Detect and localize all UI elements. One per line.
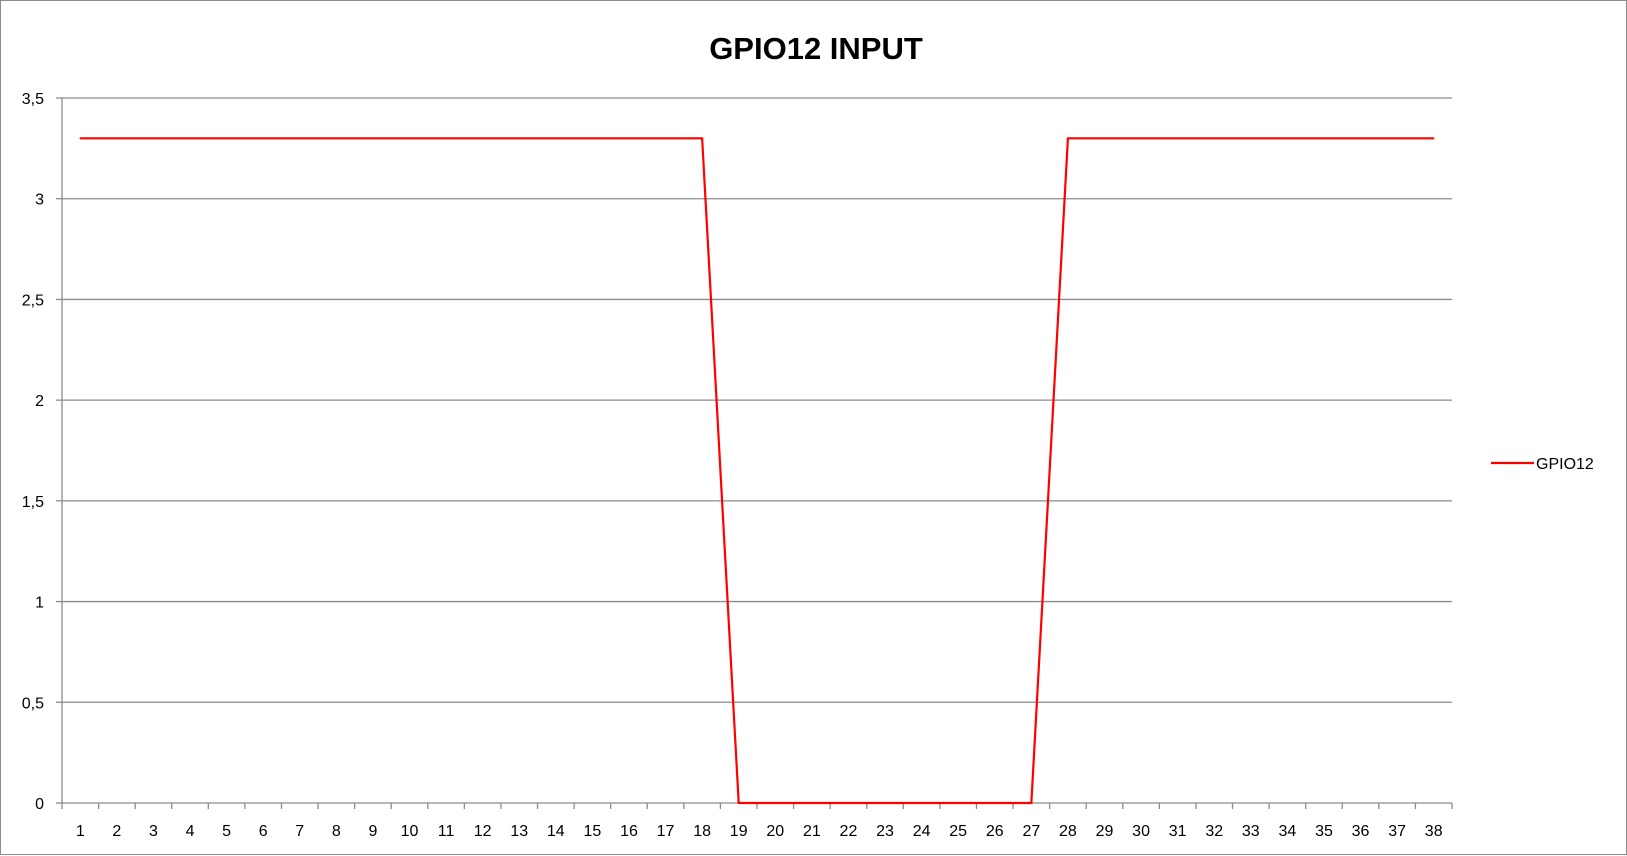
chart-title: GPIO12 INPUT (709, 31, 923, 66)
y-tick-label-0: 0 (35, 796, 44, 813)
x-tick-label-1: 1 (76, 823, 85, 840)
data-point-16 (628, 137, 630, 140)
y-tick-label-5: 2,5 (22, 292, 44, 309)
x-tick-label-30: 30 (1132, 823, 1150, 840)
x-tick-label-5: 5 (222, 823, 231, 840)
data-point-13 (518, 137, 521, 140)
x-tick-label-6: 6 (259, 823, 268, 840)
x-tick-label-14: 14 (547, 823, 565, 840)
data-point-23 (884, 802, 886, 804)
x-tick-label-18: 18 (693, 823, 711, 840)
x-tick-label-3: 3 (149, 823, 158, 840)
x-tick-label-15: 15 (583, 823, 601, 840)
legend-label-gpio12: GPIO12 (1536, 456, 1594, 473)
data-point-35 (1323, 137, 1325, 140)
x-tick-label-22: 22 (840, 823, 858, 840)
x-tick-label-28: 28 (1059, 823, 1077, 840)
x-tick-label-2: 2 (112, 823, 121, 840)
x-tick-label-33: 33 (1242, 823, 1260, 840)
data-point-24 (920, 802, 923, 804)
x-tick-label-26: 26 (986, 823, 1004, 840)
data-point-5 (225, 137, 228, 140)
data-point-10 (408, 137, 411, 140)
y-tick-label-4: 2 (35, 393, 44, 410)
data-point-11 (445, 137, 447, 140)
x-tick-label-36: 36 (1352, 823, 1370, 840)
x-tick-label-24: 24 (913, 823, 931, 840)
data-point-6 (262, 137, 264, 140)
data-point-9 (372, 137, 374, 140)
x-tick-label-35: 35 (1315, 823, 1333, 840)
data-point-8 (335, 137, 338, 140)
data-point-26 (993, 802, 996, 804)
x-tick-label-20: 20 (766, 823, 784, 840)
data-point-38 (1432, 137, 1435, 140)
data-point-31 (1176, 137, 1179, 140)
data-point-15 (591, 137, 594, 140)
x-tick-label-12: 12 (474, 823, 492, 840)
x-tick-label-11: 11 (438, 823, 455, 840)
data-point-12 (481, 137, 484, 140)
x-tick-label-32: 32 (1205, 823, 1223, 840)
y-tick-label-6: 3 (35, 192, 44, 209)
series-layer (79, 137, 1435, 805)
data-point-3 (152, 137, 155, 140)
x-tick-label-25: 25 (949, 823, 967, 840)
data-point-18 (701, 137, 703, 140)
data-point-19 (737, 802, 740, 804)
x-tick-label-17: 17 (657, 823, 675, 840)
data-point-4 (189, 137, 191, 140)
y-tick-label-1: 0,5 (22, 695, 44, 712)
legend: GPIO12 (1491, 456, 1594, 473)
data-point-37 (1396, 137, 1398, 140)
x-tick-label-16: 16 (620, 823, 638, 840)
x-tick-label-13: 13 (510, 823, 528, 840)
series-line-gpio12 (80, 137, 1434, 805)
data-point-30 (1140, 137, 1142, 140)
x-tick-label-21: 21 (803, 823, 821, 840)
data-point-25 (957, 802, 959, 804)
x-tick-label-9: 9 (368, 823, 377, 840)
x-tick-label-7: 7 (295, 823, 304, 840)
data-point-22 (847, 802, 850, 804)
x-tick-label-31: 31 (1169, 823, 1187, 840)
x-tick-label-10: 10 (401, 823, 419, 840)
data-point-1 (79, 137, 82, 140)
x-tick-label-19: 19 (730, 823, 748, 840)
data-point-17 (664, 137, 667, 140)
data-point-14 (555, 137, 557, 140)
x-tick-label-23: 23 (876, 823, 894, 840)
y-tick-label-3: 1,5 (22, 494, 44, 511)
gridlines (62, 97, 1452, 703)
data-point-34 (1286, 137, 1289, 140)
data-point-32 (1213, 137, 1216, 140)
x-tick-label-4: 4 (186, 823, 195, 840)
data-point-2 (116, 137, 118, 140)
data-point-7 (298, 137, 301, 140)
x-tick-label-37: 37 (1388, 823, 1406, 840)
axes: 00,511,522,533,51 2 3 4 5 6 7 8 9 10 11 12 13 14 15 16 1… (22, 91, 1453, 840)
x-tick-label-34: 34 (1278, 823, 1296, 840)
x-tick-label-38: 38 (1425, 823, 1443, 840)
x-tick-label-27: 27 (1022, 823, 1040, 840)
data-point-20 (774, 802, 777, 804)
data-point-33 (1250, 137, 1252, 140)
data-point-21 (811, 802, 813, 804)
data-point-36 (1359, 137, 1362, 140)
x-tick-label-29: 29 (1096, 823, 1114, 840)
data-point-28 (1067, 137, 1069, 140)
data-point-29 (1103, 137, 1106, 140)
data-point-27 (1030, 802, 1033, 804)
y-tick-label-7: 3,5 (22, 91, 44, 108)
x-tick-label-8: 8 (332, 823, 341, 840)
y-tick-label-2: 1 (35, 595, 44, 612)
